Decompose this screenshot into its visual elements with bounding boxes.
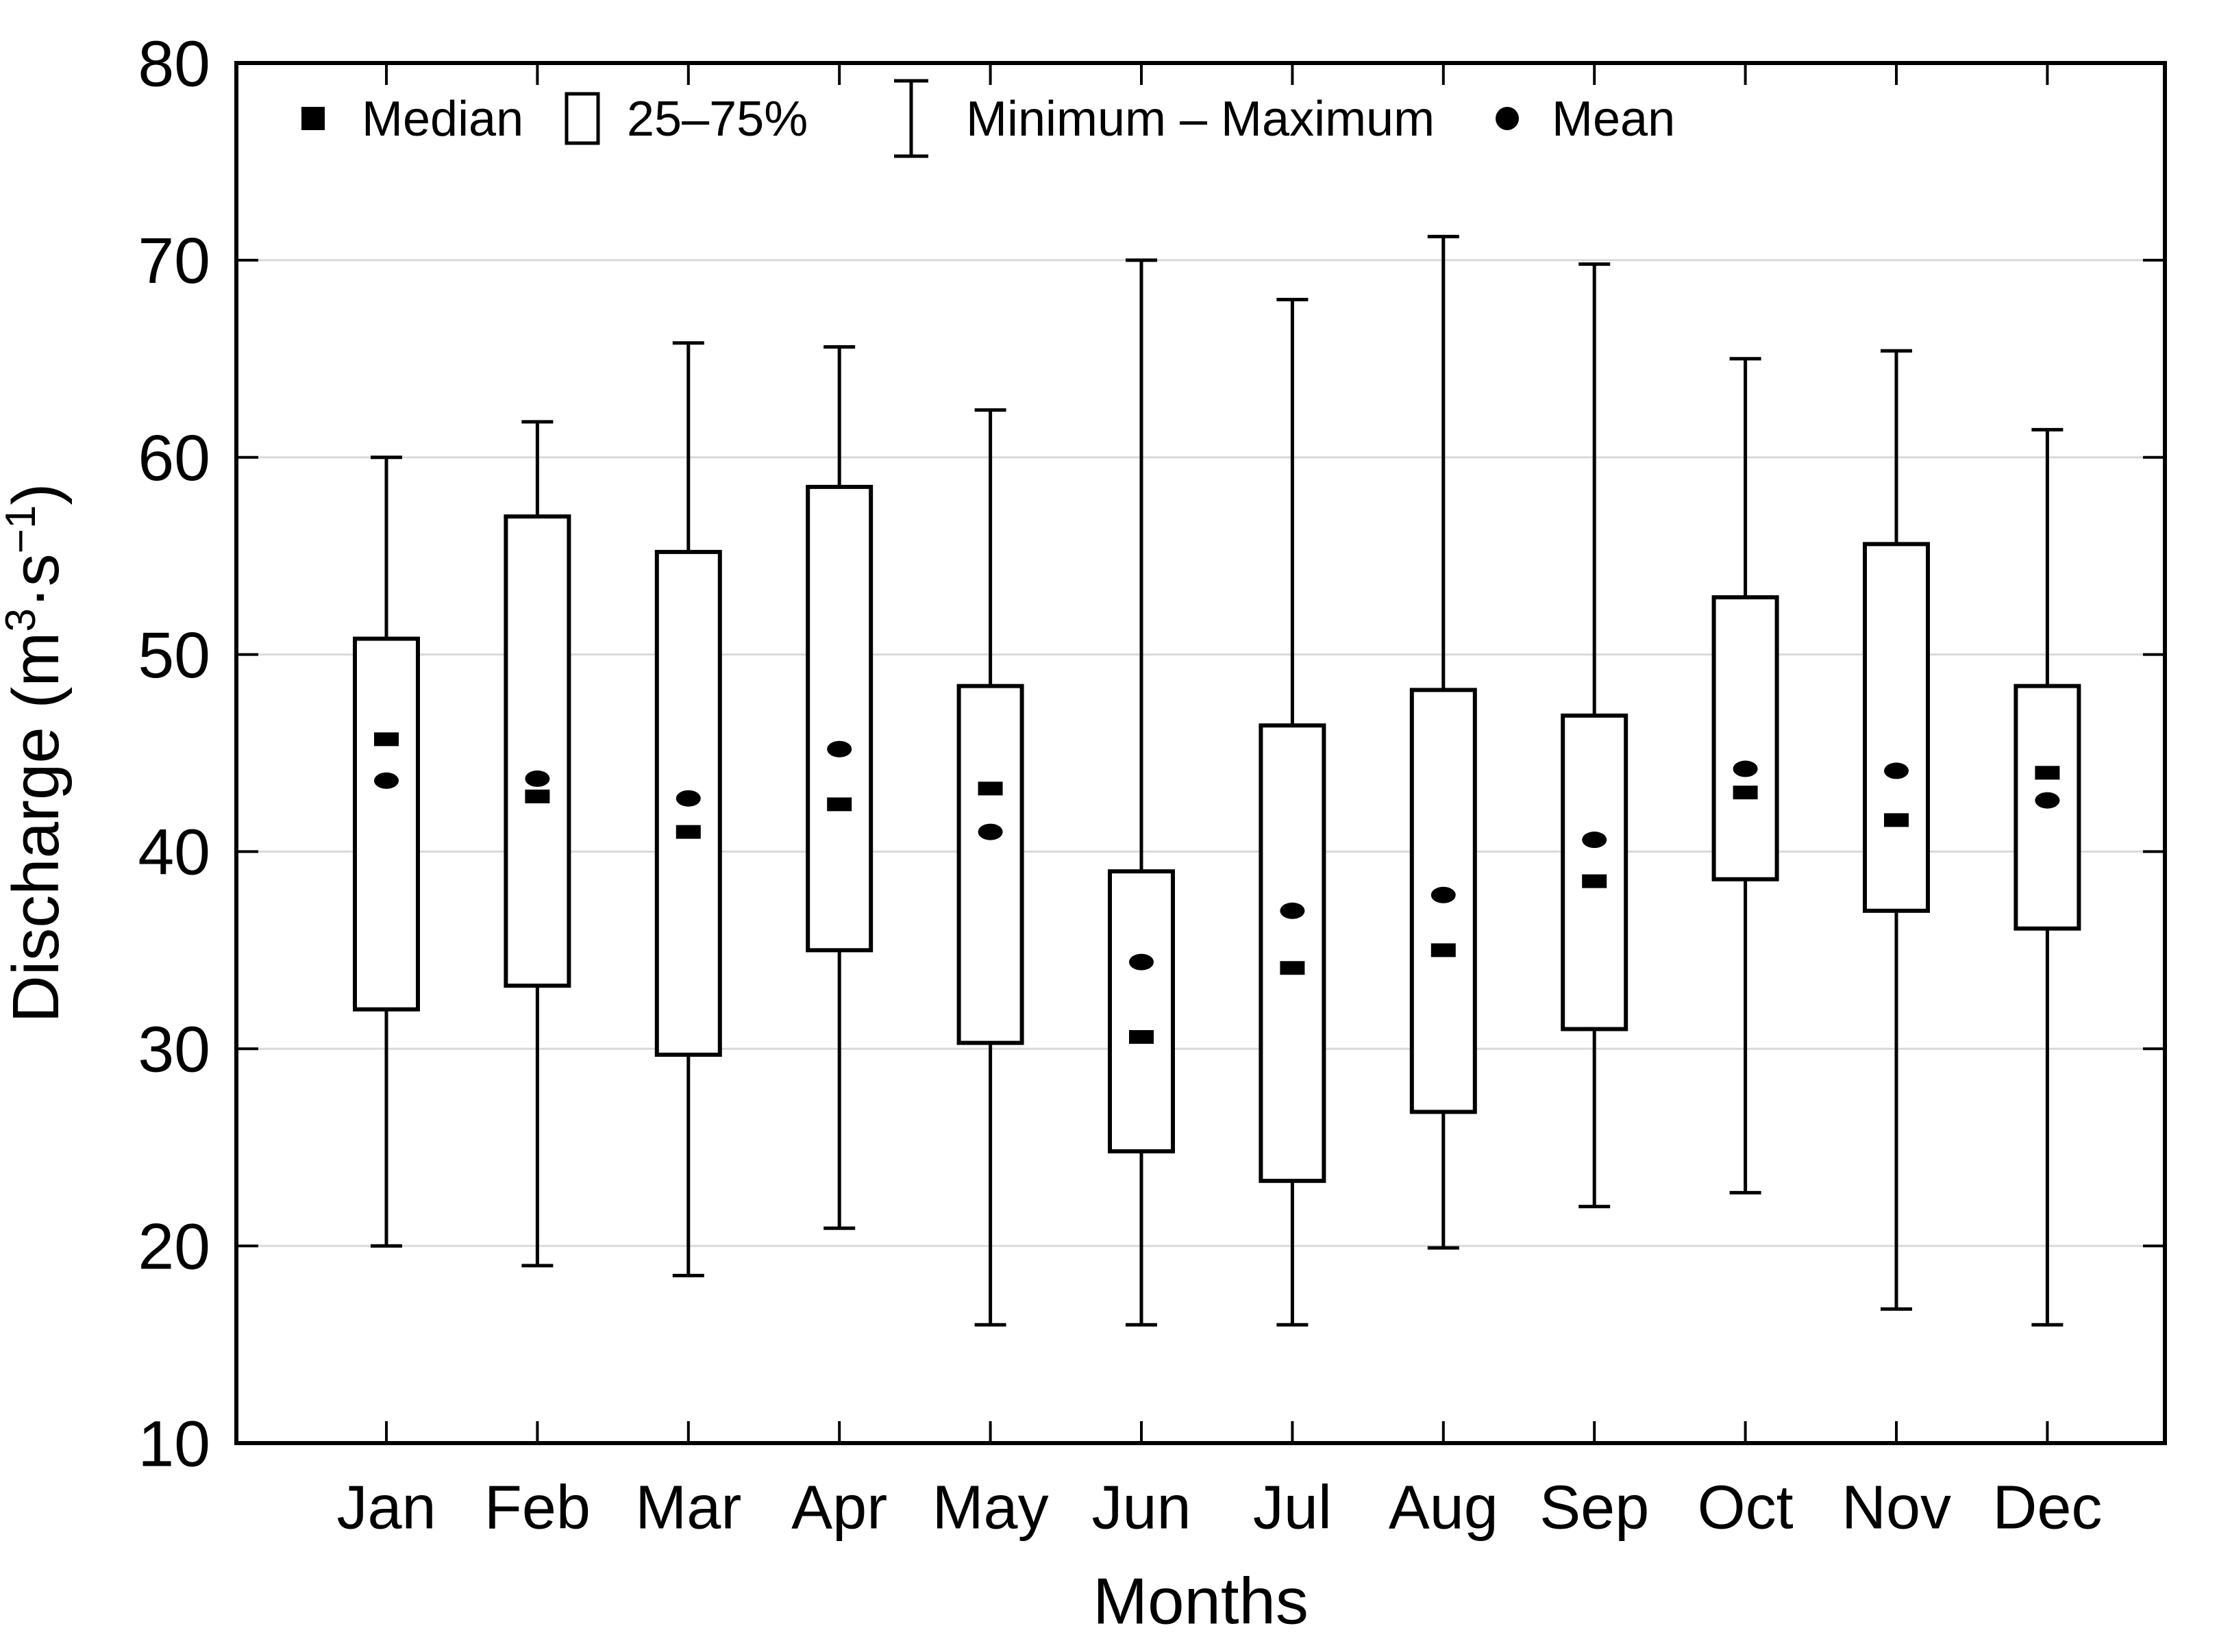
mean-marker-mar	[676, 790, 701, 807]
iqr-box-sep	[1561, 713, 1628, 1031]
mean-marker-oct	[1733, 760, 1758, 777]
median-marker-may	[978, 781, 1003, 796]
x-tick-label-may: May	[932, 1474, 1049, 1542]
y-tick-label-50: 50	[138, 619, 210, 692]
iqr-box-may	[956, 684, 1024, 1045]
y-tick-label-30: 30	[138, 1014, 210, 1086]
mean-marker-nov	[1884, 762, 1909, 779]
iqr-box-oct	[1711, 595, 1779, 881]
median-marker-jun	[1129, 1030, 1154, 1044]
median-marker-feb	[525, 789, 550, 803]
iqr-box-apr	[806, 484, 874, 953]
mean-marker-aug	[1430, 886, 1456, 903]
median-marker-aug	[1430, 943, 1456, 958]
y-tick-label-60: 60	[138, 422, 210, 495]
y-axis-title-part: 3	[0, 608, 45, 631]
x-axis-title: Months	[1093, 1565, 1309, 1638]
x-tick-label-aug: Aug	[1389, 1474, 1498, 1542]
iqr-box-feb	[504, 514, 571, 988]
legend-label-median: Median	[362, 92, 523, 147]
median-marker-dec	[2035, 766, 2060, 780]
mean-marker-dec	[2035, 792, 2060, 809]
x-tick-label-nov: Nov	[1842, 1474, 1951, 1542]
legend-label-mean: Mean	[1552, 92, 1675, 147]
y-axis-title-part: −1	[0, 505, 45, 554]
iqr-box-jul	[1259, 723, 1326, 1184]
x-tick-label-jan: Jan	[336, 1474, 436, 1542]
median-marker-mar	[676, 825, 701, 839]
y-tick-label-20: 20	[138, 1210, 210, 1283]
y-tick-label-10: 10	[138, 1407, 210, 1480]
filled-circle-icon	[1496, 107, 1519, 130]
y-axis-title-part: ·s	[0, 553, 73, 608]
median-marker-sep	[1582, 874, 1607, 888]
median-marker-jan	[374, 732, 399, 747]
x-tick-label-sep: Sep	[1539, 1474, 1649, 1542]
mean-marker-sep	[1582, 831, 1607, 849]
plot-frame	[234, 61, 2167, 1445]
y-tick-label-80: 80	[138, 27, 210, 100]
x-tick-label-oct: Oct	[1698, 1474, 1794, 1542]
y-axis-title-part: Discharge (m	[0, 632, 73, 1023]
legend-label-minimum-maximum: Minimum – Maximum	[966, 92, 1435, 147]
legend-label-25-75-: 25–75%	[627, 92, 808, 147]
y-tick-label-40: 40	[138, 816, 210, 889]
iqr-box-jan	[353, 636, 420, 1012]
iqr-box-jun	[1108, 869, 1175, 1153]
mean-marker-jan	[374, 772, 399, 789]
filled-square-icon	[301, 107, 325, 130]
median-marker-nov	[1884, 813, 1909, 827]
y-tick-label-70: 70	[138, 225, 210, 297]
mean-marker-apr	[827, 740, 852, 758]
median-marker-apr	[827, 797, 852, 812]
x-tick-label-apr: Apr	[791, 1474, 887, 1542]
mean-marker-feb	[525, 770, 550, 787]
x-tick-label-mar: Mar	[635, 1474, 741, 1542]
x-tick-label-jun: Jun	[1091, 1474, 1191, 1542]
x-tick-label-feb: Feb	[484, 1474, 591, 1542]
mean-marker-jul	[1280, 902, 1305, 919]
mean-marker-may	[978, 823, 1003, 840]
mean-marker-jun	[1129, 953, 1154, 971]
x-tick-label-dec: Dec	[1992, 1474, 2102, 1542]
iqr-box-nov	[1863, 542, 1930, 913]
median-marker-oct	[1733, 786, 1758, 800]
y-axis-title-part: )	[0, 484, 73, 505]
y-axis-title: Discharge (m3​·s−1​)	[0, 484, 73, 1023]
median-marker-jul	[1280, 961, 1305, 975]
x-tick-label-jul: Jul	[1253, 1474, 1332, 1542]
open-rect-icon	[565, 92, 600, 145]
